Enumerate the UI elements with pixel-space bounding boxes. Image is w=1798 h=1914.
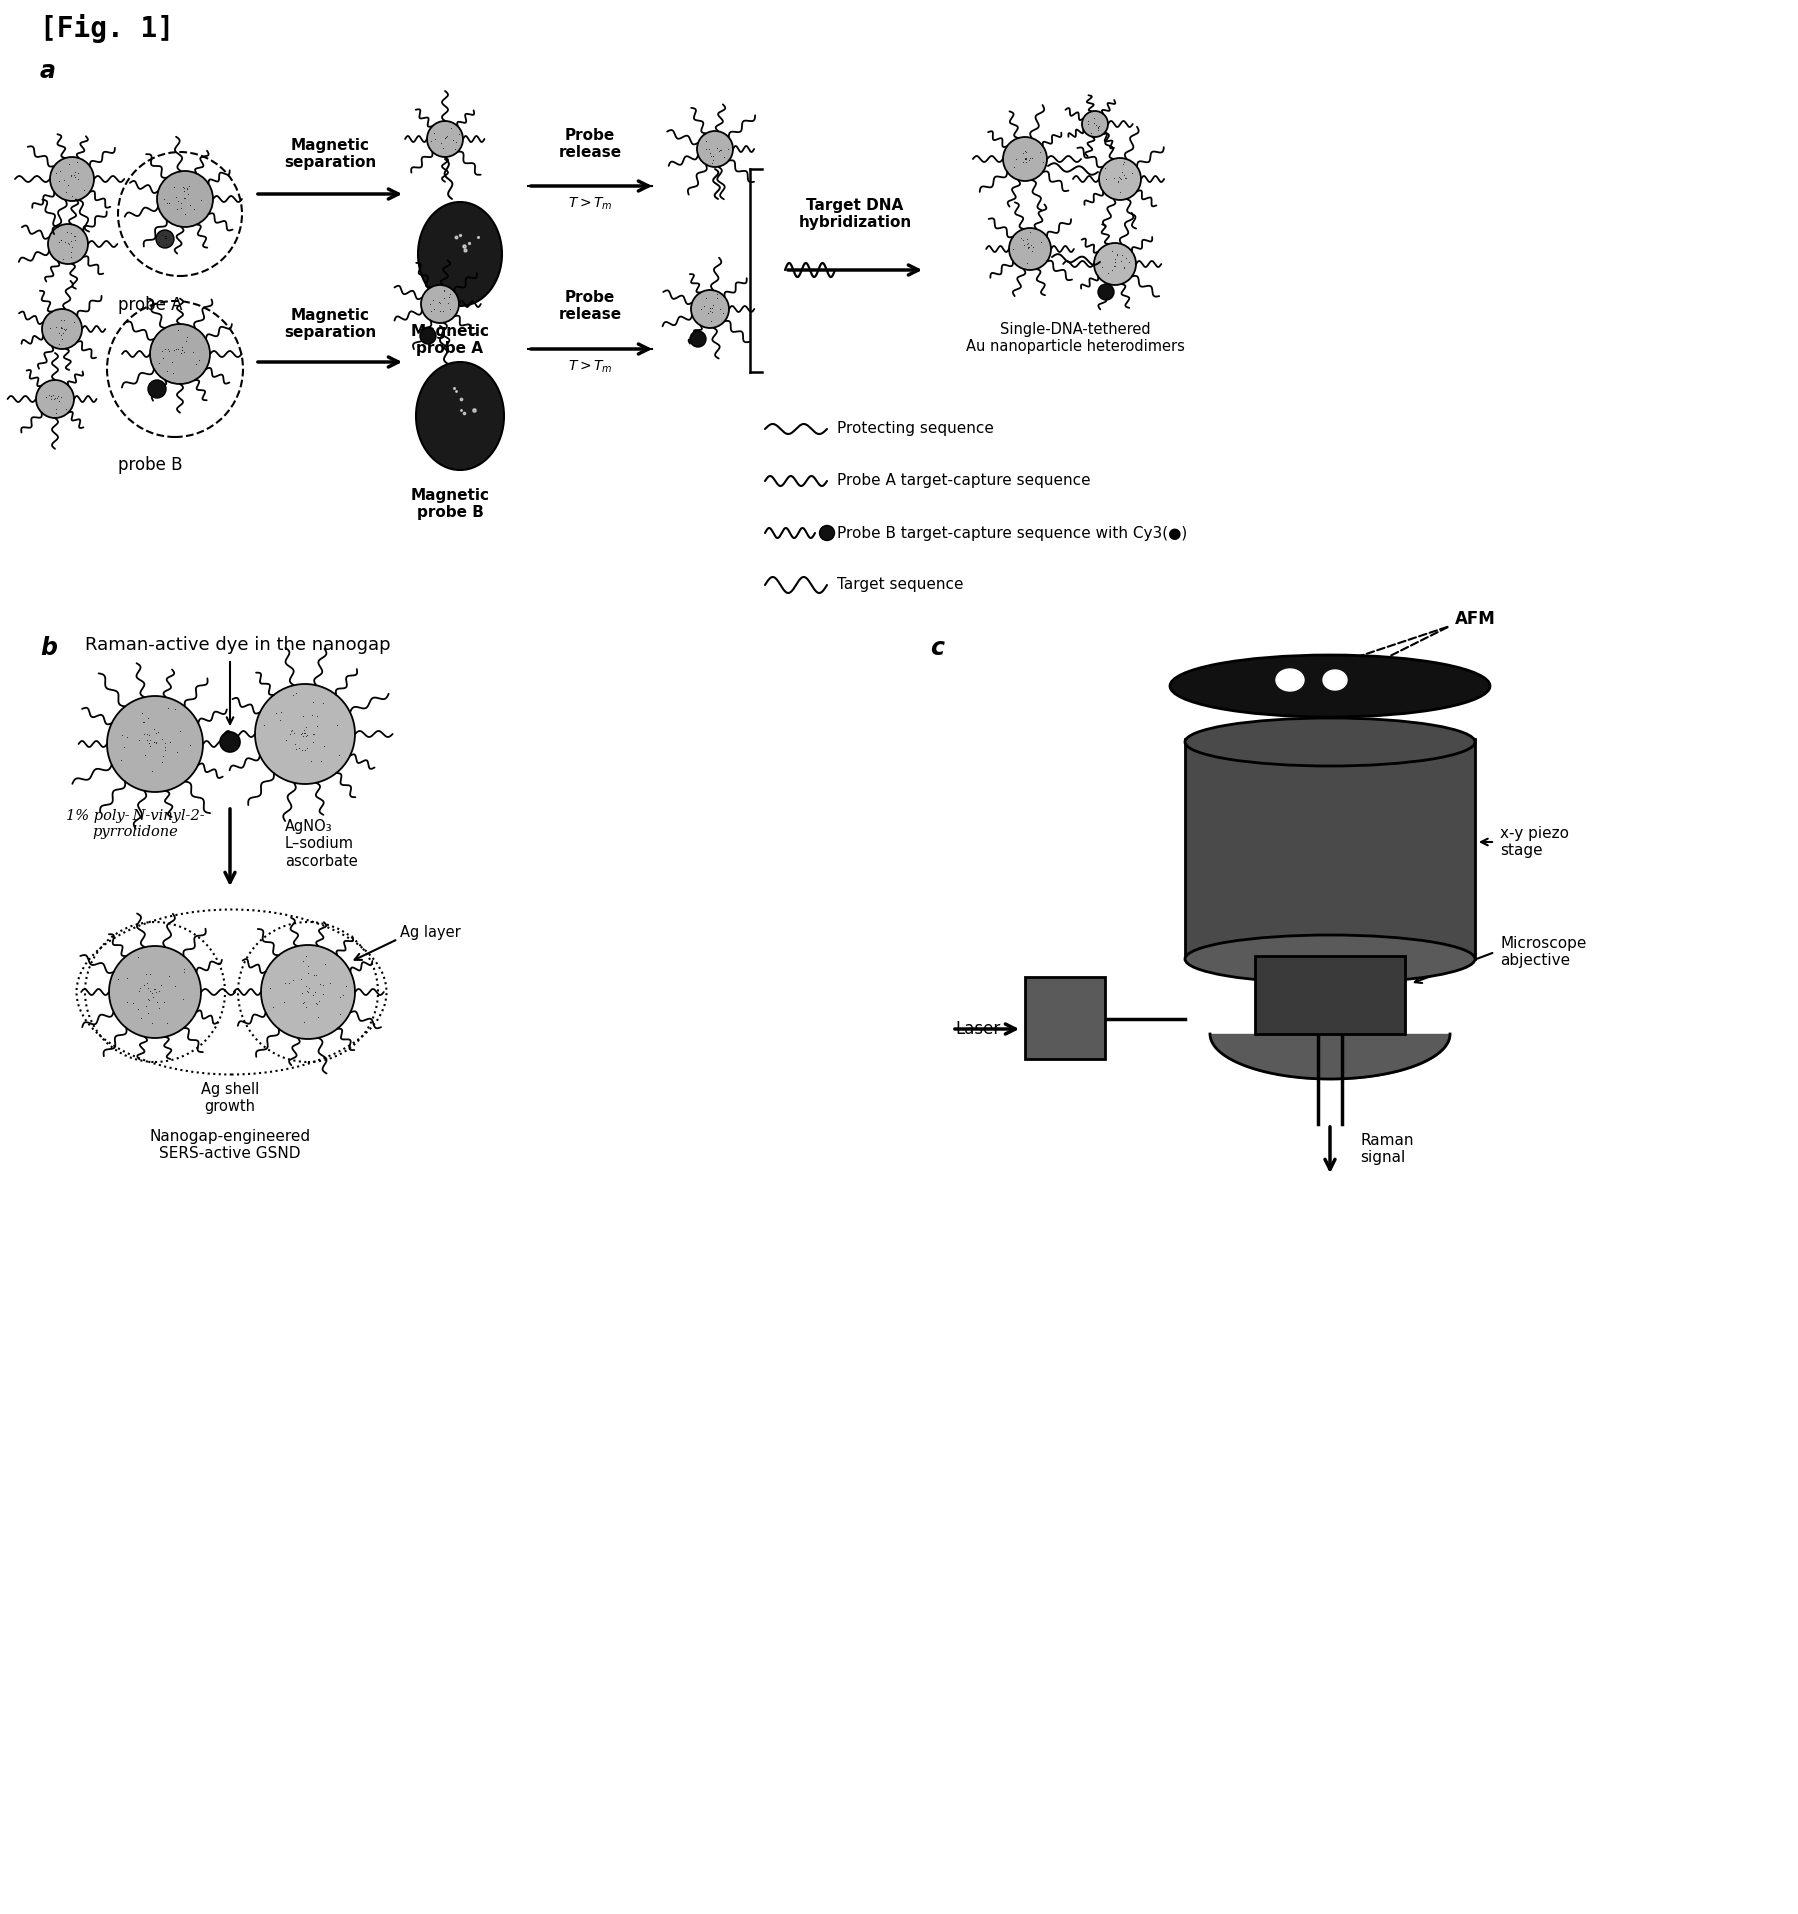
Circle shape — [41, 308, 83, 348]
Text: a: a — [40, 59, 56, 82]
Circle shape — [108, 697, 203, 792]
Circle shape — [255, 683, 354, 785]
Circle shape — [156, 170, 212, 228]
Ellipse shape — [417, 203, 502, 306]
Circle shape — [149, 323, 210, 385]
Circle shape — [426, 121, 464, 157]
FancyBboxPatch shape — [1185, 739, 1474, 959]
Circle shape — [50, 157, 93, 201]
Ellipse shape — [1277, 670, 1304, 691]
Text: b: b — [40, 635, 58, 660]
Circle shape — [690, 331, 707, 346]
Ellipse shape — [1185, 718, 1474, 766]
Text: AFM: AFM — [1455, 611, 1496, 628]
Text: Laser: Laser — [955, 1020, 1000, 1037]
Text: Magnetic
separation: Magnetic separation — [284, 138, 376, 170]
Text: Probe B target-capture sequence with Cy3(●): Probe B target-capture sequence with Cy3… — [838, 526, 1187, 540]
Text: Nanogap-engineered
SERS-active GSND: Nanogap-engineered SERS-active GSND — [149, 1129, 311, 1162]
Text: Magnetic
probe A: Magnetic probe A — [410, 323, 489, 356]
Circle shape — [49, 224, 88, 264]
FancyBboxPatch shape — [1255, 955, 1404, 1034]
Circle shape — [421, 327, 435, 345]
Circle shape — [421, 285, 458, 323]
Circle shape — [147, 381, 165, 398]
Circle shape — [690, 291, 728, 327]
Text: x-y piezo
stage: x-y piezo stage — [1500, 825, 1570, 857]
Circle shape — [1099, 283, 1115, 300]
Text: Magnetic
separation: Magnetic separation — [284, 308, 376, 341]
Circle shape — [156, 230, 174, 249]
FancyBboxPatch shape — [1025, 976, 1106, 1058]
Text: Probe A target-capture sequence: Probe A target-capture sequence — [838, 473, 1091, 488]
Circle shape — [36, 381, 74, 417]
Text: Ag shell
growth: Ag shell growth — [201, 1081, 259, 1114]
Circle shape — [219, 731, 239, 752]
Circle shape — [698, 130, 734, 167]
Text: Raman
signal: Raman signal — [1359, 1133, 1413, 1166]
Text: $T > T_m$: $T > T_m$ — [568, 360, 613, 375]
Text: Ag layer: Ag layer — [399, 924, 460, 940]
Text: Single-DNA-tethered
Au nanoparticle heterodimers: Single-DNA-tethered Au nanoparticle hete… — [966, 322, 1185, 354]
Text: Magnetic
probe B: Magnetic probe B — [410, 488, 489, 521]
Circle shape — [261, 946, 354, 1039]
Circle shape — [1099, 159, 1142, 199]
Circle shape — [1082, 111, 1108, 138]
Text: $T > T_m$: $T > T_m$ — [568, 195, 613, 212]
Ellipse shape — [415, 362, 503, 471]
Text: 1% poly- N-vinyl-2-
pyrrolidone: 1% poly- N-vinyl-2- pyrrolidone — [65, 810, 205, 838]
Text: c: c — [930, 635, 944, 660]
Text: AgNO₃
L–sodium
ascorbate: AgNO₃ L–sodium ascorbate — [286, 819, 358, 869]
Circle shape — [1093, 243, 1136, 285]
Text: Microscope
abjective: Microscope abjective — [1500, 936, 1586, 968]
Ellipse shape — [1185, 936, 1474, 984]
Text: probe A: probe A — [117, 297, 182, 314]
Circle shape — [110, 946, 201, 1037]
Circle shape — [1003, 138, 1046, 182]
Text: Raman-active dye in the nanogap: Raman-active dye in the nanogap — [85, 635, 390, 655]
Text: [Fig. 1]: [Fig. 1] — [40, 13, 174, 42]
Circle shape — [820, 526, 834, 540]
Text: Target DNA
hybridization: Target DNA hybridization — [798, 197, 912, 230]
Text: probe B: probe B — [117, 456, 182, 475]
Text: Probe
release: Probe release — [559, 128, 622, 161]
Ellipse shape — [1170, 655, 1491, 718]
Ellipse shape — [1323, 670, 1347, 691]
Circle shape — [1009, 228, 1052, 270]
Text: Probe
release: Probe release — [559, 289, 622, 322]
Text: Target sequence: Target sequence — [838, 578, 964, 593]
Text: Protecting sequence: Protecting sequence — [838, 421, 994, 436]
